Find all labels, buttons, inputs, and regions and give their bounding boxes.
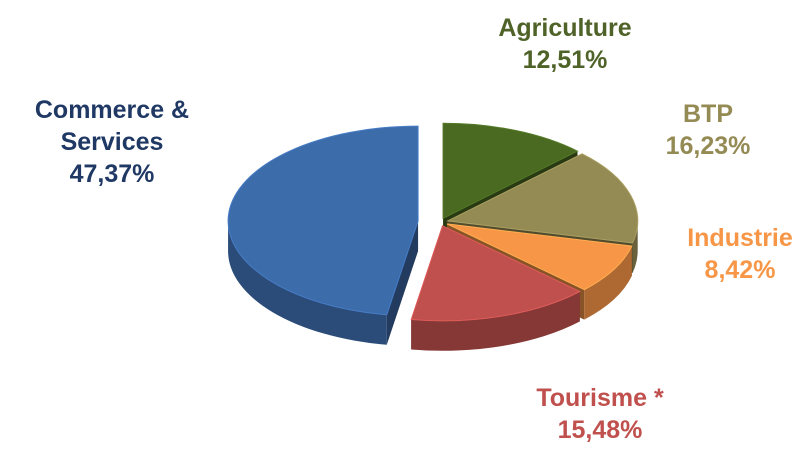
value-label: 8,42%: [704, 256, 776, 284]
slice: [442, 122, 579, 220]
slice: [410, 225, 581, 322]
value-label: 16,23%: [665, 132, 751, 160]
value-label: 15,48%: [557, 416, 643, 444]
slice: [446, 223, 633, 291]
slice: [227, 125, 419, 316]
slice-label: BTP 16,23%: [638, 98, 778, 162]
category-label: Agriculture: [498, 14, 632, 42]
category-label: Commerce & Services: [34, 96, 190, 156]
category-label: Tourisme *: [536, 384, 664, 412]
category-label: Industrie: [687, 224, 793, 252]
slice-label: Commerce & Services 47,37%: [12, 94, 212, 190]
slice: [445, 153, 639, 244]
slice-label: Agriculture 12,51%: [495, 12, 635, 76]
value-label: 12,51%: [522, 46, 608, 74]
slice-side: [228, 221, 387, 345]
category-label: BTP: [683, 100, 733, 128]
slice-cut: [386, 221, 419, 345]
slice-label: Industrie 8,42%: [660, 222, 809, 286]
slice-label: Tourisme * 15,48%: [500, 382, 700, 446]
slice-side: [411, 291, 580, 351]
slice-side: [584, 246, 632, 320]
value-label: 47,37%: [69, 160, 155, 188]
